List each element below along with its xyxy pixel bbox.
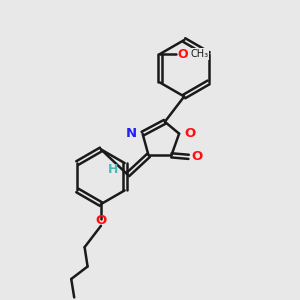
Text: O: O (95, 214, 106, 227)
Text: O: O (184, 127, 196, 140)
Text: O: O (178, 48, 188, 61)
Text: N: N (126, 127, 137, 140)
Text: O: O (192, 150, 203, 163)
Text: H: H (108, 163, 118, 176)
Text: CH₃: CH₃ (190, 49, 208, 59)
